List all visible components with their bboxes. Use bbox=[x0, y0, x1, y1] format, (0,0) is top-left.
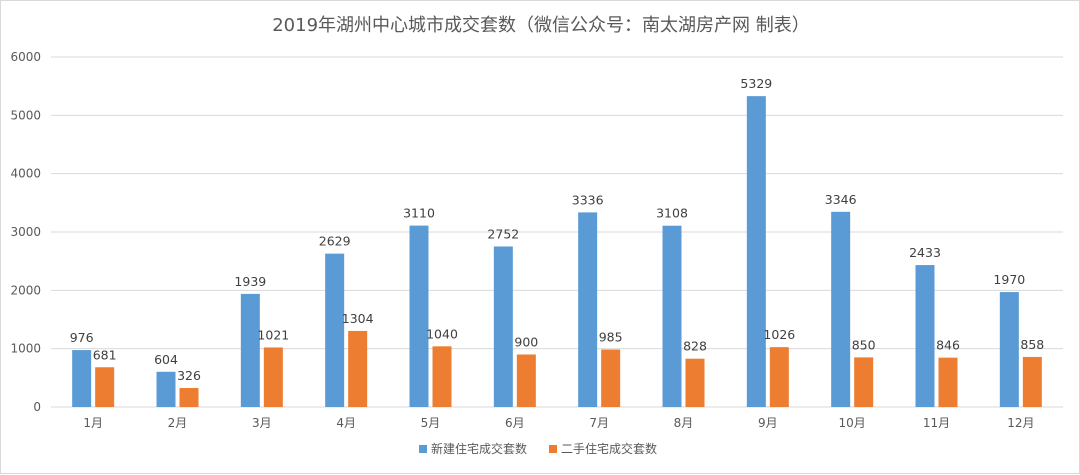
x-tick-label: 11月 bbox=[923, 416, 950, 430]
chart-title: 2019年湖州中心城市成交套数（微信公众号：南太湖房产网 制表） bbox=[272, 15, 810, 36]
x-tick-label: 3月 bbox=[252, 416, 272, 430]
x-tick-label: 9月 bbox=[758, 416, 778, 430]
bar-resale-6 bbox=[516, 354, 536, 407]
bar-new-4 bbox=[325, 253, 345, 407]
x-tick-label: 6月 bbox=[505, 416, 525, 430]
data-label: 900 bbox=[514, 335, 538, 350]
legend: 新建住宅成交套数 二手住宅成交套数 bbox=[419, 441, 657, 456]
bar-resale-9 bbox=[769, 347, 789, 407]
bar-new-3 bbox=[240, 293, 260, 407]
data-label: 858 bbox=[1020, 337, 1044, 352]
bar-resale-7 bbox=[601, 349, 621, 407]
legend-swatch bbox=[549, 445, 557, 453]
data-label: 604 bbox=[154, 352, 178, 367]
y-tick-label: 0 bbox=[33, 400, 41, 414]
data-label: 1304 bbox=[342, 311, 374, 326]
bar-new-1 bbox=[72, 350, 92, 407]
legend-swatch bbox=[419, 445, 427, 453]
y-tick-label: 1000 bbox=[10, 342, 41, 356]
gridlines bbox=[51, 56, 1063, 408]
data-label: 1939 bbox=[234, 274, 266, 289]
data-label: 2433 bbox=[909, 245, 941, 260]
x-tick-label: 10月 bbox=[839, 416, 866, 430]
bar-resale-12 bbox=[1022, 356, 1042, 407]
bar-new-8 bbox=[662, 225, 682, 407]
data-label: 1040 bbox=[426, 326, 458, 341]
y-axis: 0 1000 2000 3000 4000 5000 6000 bbox=[10, 50, 41, 414]
data-label: 3110 bbox=[403, 206, 435, 221]
data-label: 828 bbox=[683, 339, 707, 354]
y-tick-label: 3000 bbox=[10, 225, 41, 239]
bar-new-9 bbox=[746, 96, 766, 408]
y-tick-label: 4000 bbox=[10, 167, 41, 181]
bar-resale-4 bbox=[348, 330, 368, 407]
x-tick-label: 12月 bbox=[1007, 416, 1034, 430]
bar-resale-1 bbox=[95, 367, 115, 407]
bar-new-7 bbox=[578, 212, 598, 407]
data-label: 3108 bbox=[656, 206, 688, 221]
bar-resale-3 bbox=[263, 347, 283, 407]
legend-label: 新建住宅成交套数 bbox=[431, 441, 527, 456]
data-label: 2629 bbox=[319, 234, 351, 249]
y-tick-label: 2000 bbox=[10, 283, 41, 297]
legend-label: 二手住宅成交套数 bbox=[561, 441, 657, 456]
data-label: 1026 bbox=[763, 327, 795, 342]
data-label: 326 bbox=[177, 368, 201, 383]
x-axis: 1月 2月 3月 4月 5月 6月 7月 8月 9月 10月 11月 12月 bbox=[83, 416, 1034, 430]
data-label: 846 bbox=[936, 338, 960, 353]
data-label: 1021 bbox=[257, 327, 289, 342]
x-tick-label: 2月 bbox=[168, 416, 188, 430]
bar-new-11 bbox=[915, 265, 935, 407]
bar-new-2 bbox=[156, 371, 176, 407]
data-label: 2752 bbox=[487, 226, 519, 241]
y-tick-label: 5000 bbox=[10, 108, 41, 122]
x-tick-label: 7月 bbox=[589, 416, 609, 430]
y-tick-label: 6000 bbox=[10, 50, 41, 64]
bar-new-6 bbox=[493, 246, 513, 407]
data-label: 976 bbox=[70, 330, 94, 345]
bar-new-12 bbox=[999, 292, 1019, 407]
bar-new-10 bbox=[831, 211, 851, 407]
bar-resale-2 bbox=[179, 387, 199, 407]
x-tick-label: 1月 bbox=[83, 416, 103, 430]
data-label: 3336 bbox=[572, 192, 604, 207]
data-label: 985 bbox=[599, 330, 623, 345]
bars bbox=[72, 96, 1042, 408]
bar-new-5 bbox=[409, 225, 429, 407]
data-label: 5329 bbox=[740, 76, 772, 91]
bar-resale-10 bbox=[854, 357, 874, 407]
x-tick-label: 5月 bbox=[421, 416, 441, 430]
data-label: 681 bbox=[93, 347, 117, 362]
data-label: 850 bbox=[852, 337, 876, 352]
bar-resale-11 bbox=[938, 357, 958, 407]
data-label: 3346 bbox=[825, 192, 857, 207]
data-label: 1970 bbox=[993, 272, 1025, 287]
x-tick-label: 4月 bbox=[336, 416, 356, 430]
bar-resale-8 bbox=[685, 358, 705, 407]
bar-resale-5 bbox=[432, 346, 452, 407]
x-tick-label: 8月 bbox=[674, 416, 694, 430]
